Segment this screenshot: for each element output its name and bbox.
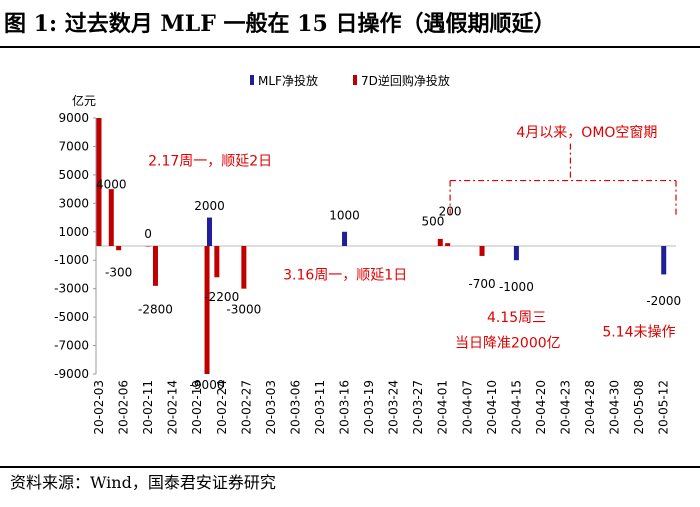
legend: MLF净投放 7D逆回购净投放 [250,73,450,88]
annotation-text: 3.16周一，顺延1日 [283,267,407,283]
y-tick-label: 9000 [58,111,89,125]
x-tick-label: 20-04-30 [608,380,622,434]
y-tick-label: 7000 [58,139,89,153]
x-tick-label: 20-02-24 [215,380,229,434]
x-tick-label: 20-04-20 [534,380,548,434]
x-tick-label: 20-04-15 [509,380,523,434]
x-tick-label: 20-03-24 [387,380,401,434]
bar [479,246,485,256]
y-tick-label: 5000 [58,168,89,182]
data-label: -2200 [204,290,239,304]
y-tick-label: 3000 [58,196,89,210]
bar [437,238,443,246]
bar [145,246,151,247]
data-label: -700 [468,277,495,291]
x-tick-label: 20-05-12 [657,380,671,434]
data-label: -9000 [190,378,225,392]
figure-title: 图 1: 过去数月 MLF 一般在 15 日操作（遇假期顺延） [4,11,556,37]
x-tick-label: 20-02-06 [117,380,131,434]
legend-swatch [353,75,357,85]
bar [96,118,102,246]
bar [661,246,667,275]
x-tick-label: 20-04-23 [559,380,573,434]
bar [116,246,122,251]
y-tick-label: -9000 [54,367,89,381]
footer-rule [0,466,700,468]
bar [445,243,451,246]
y-tick-label: -7000 [54,339,89,353]
data-label: 1000 [329,209,360,223]
bar [152,246,158,286]
x-tick-label: 20-03-03 [264,380,278,434]
data-label: 4000 [96,177,127,191]
bar [204,246,210,374]
x-tick-label: 20-02-27 [239,380,253,434]
axes: 亿元90007000500030001000-1000-3000-5000-70… [54,93,676,434]
data-label: -300 [105,266,132,280]
data-label: -1000 [499,280,534,294]
legend-label: 7D逆回购净投放 [361,73,450,88]
y-tick-label: -1000 [54,253,89,267]
x-tick-label: 20-04-28 [583,380,597,434]
y-tick-label: 1000 [58,225,89,239]
bar [513,246,519,261]
bar [214,246,220,278]
x-tick-label: 20-02-03 [92,380,106,434]
annotation-text: 4月以来，OMO空窗期 [516,124,657,141]
source-note: 资料来源：Wind，国泰君安证券研究 [10,473,276,492]
x-tick-label: 20-02-11 [141,380,155,434]
x-tick-label: 20-04-07 [460,380,474,434]
x-tick-label: 20-03-16 [338,380,352,434]
bar [206,217,212,246]
y-tick-label: -3000 [54,282,89,296]
annotation-text: 当日降准2000亿 [455,336,561,352]
legend-label: MLF净投放 [258,73,318,88]
data-label: -2800 [138,303,173,317]
bars-layer [96,118,667,374]
x-tick-label: 20-03-19 [362,380,376,434]
x-tick-label: 20-03-27 [411,380,425,434]
title-rule [0,46,700,48]
x-tick-label: 20-04-10 [485,380,499,434]
x-tick-label: 20-02-19 [190,380,204,434]
data-label: 2000 [194,199,225,213]
x-tick-label: 20-05-08 [632,380,646,434]
bar [108,189,114,246]
y-tick-label: -5000 [54,310,89,324]
data-label: 0 [144,227,152,241]
data-label: -3000 [226,303,261,317]
annotation-text: 4.15周三 [487,310,546,326]
annotation-text: 2.17周一，顺延2日 [148,154,272,170]
annotation-text: 5.14未操作 [602,324,675,340]
bar [342,231,348,246]
chart-area: MLF净投放 7D逆回购净投放 亿元90007000500030001000-10… [54,73,681,434]
x-tick-label: 20-02-14 [166,380,180,434]
x-tick-label: 20-03-06 [288,380,302,434]
x-tick-label: 20-04-01 [436,380,450,434]
bar [241,246,247,289]
data-label: 500 [421,214,444,228]
x-tick-label: 20-03-11 [313,380,327,434]
y-axis-unit: 亿元 [72,93,96,108]
legend-swatch [250,75,254,85]
data-label: -2000 [646,294,681,308]
